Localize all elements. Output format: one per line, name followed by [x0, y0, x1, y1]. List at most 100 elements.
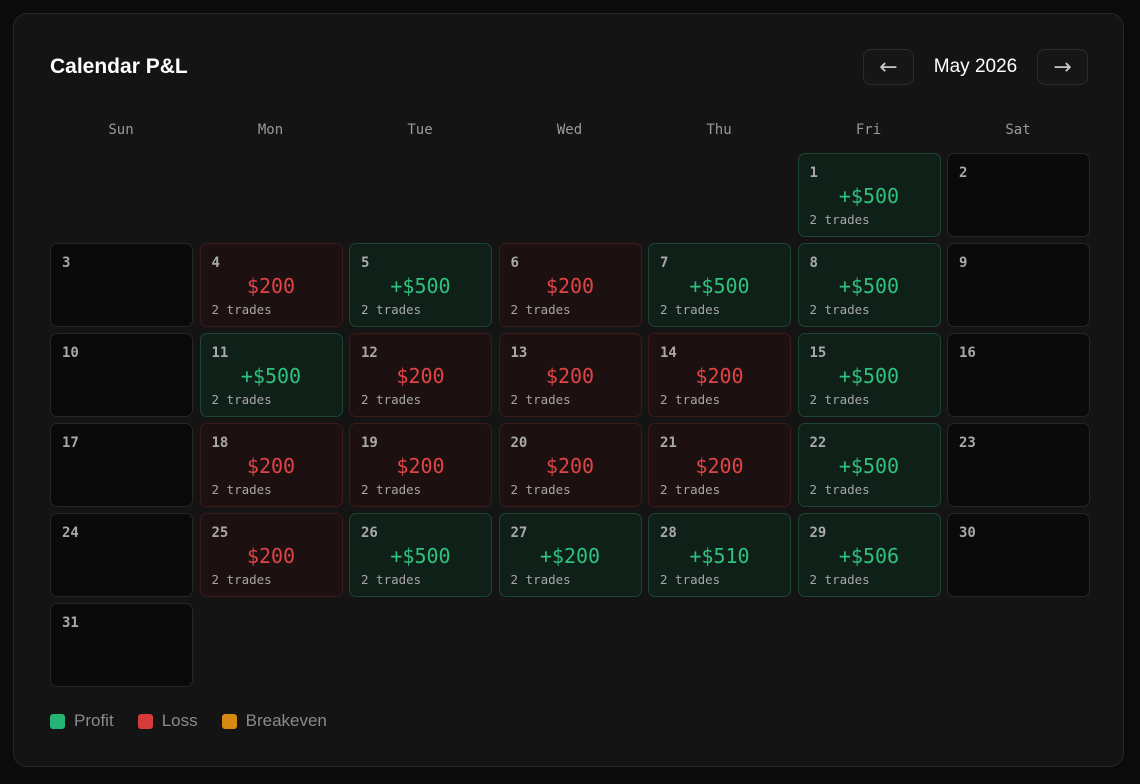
legend-item-loss: Loss: [137, 711, 198, 731]
trade-count: 2 trades: [510, 572, 571, 587]
pnl-amount: $200: [396, 364, 445, 388]
day-cell[interactable]: 31: [50, 603, 193, 687]
trade-count: 2 trades: [361, 572, 422, 587]
pnl-amount: $200: [545, 454, 595, 478]
day-number: 7: [660, 255, 669, 271]
pnl-amount: +$500: [838, 274, 900, 298]
trade-count: 2 trades: [510, 302, 571, 317]
trade-count: 2 trades: [361, 302, 422, 317]
legend-item-profit: Profit: [50, 711, 114, 731]
pnl-amount: $200: [695, 364, 744, 388]
day-number: 23: [959, 435, 976, 451]
day-cell[interactable]: 8 +$500 2 trades: [797, 243, 941, 327]
pnl-amount: +$500: [390, 274, 451, 298]
trade-count: 2 trades: [510, 392, 571, 407]
day-cell[interactable]: 15 +$500 2 trades: [797, 333, 941, 417]
day-cell[interactable]: 2: [947, 153, 1090, 237]
day-number: 17: [62, 435, 79, 451]
day-cell[interactable]: 19 $200 2 trades: [349, 423, 492, 507]
arrow-left-icon: ←: [879, 54, 898, 80]
pnl-amount: +$506: [838, 544, 900, 568]
pnl-amount: +$500: [240, 364, 302, 388]
day-number: 22: [809, 435, 827, 451]
day-cell[interactable]: 3: [50, 243, 193, 327]
day-number: 11: [211, 345, 229, 361]
day-cell[interactable]: 11 +$500 2 trades: [199, 333, 343, 417]
day-number: 1: [809, 165, 818, 181]
trade-count: 2 trades: [660, 572, 721, 587]
day-cell[interactable]: 18 $200 2 trades: [199, 423, 343, 507]
day-cell[interactable]: 9: [947, 243, 1090, 327]
day-cell[interactable]: 13 $200 2 trades: [498, 333, 642, 417]
day-number: 15: [809, 345, 827, 361]
day-number: 13: [510, 345, 528, 361]
day-cell[interactable]: 21 $200 2 trades: [648, 423, 791, 507]
day-number: 19: [361, 435, 378, 451]
day-number: 14: [660, 345, 677, 361]
day-number: 10: [62, 345, 79, 361]
pnl-amount: +$500: [838, 184, 900, 208]
day-number: 28: [660, 525, 677, 541]
legend-label: Breakeven: [245, 711, 327, 730]
trade-count: 2 trades: [809, 212, 870, 227]
weekday-label-fri: Fri: [855, 122, 882, 138]
trade-count: 2 trades: [809, 302, 870, 317]
legend-item-breakeven: Breakeven: [221, 711, 327, 731]
day-cell[interactable]: 5 +$500 2 trades: [349, 243, 492, 327]
trade-count: 2 trades: [361, 482, 422, 497]
day-cell[interactable]: 14 $200 2 trades: [648, 333, 791, 417]
pnl-amount: $200: [246, 454, 296, 478]
day-cell[interactable]: 16: [947, 333, 1090, 417]
day-cell[interactable]: 26 +$500 2 trades: [349, 513, 492, 597]
day-cell[interactable]: 4 $200 2 trades: [199, 243, 343, 327]
day-cell[interactable]: 23: [947, 423, 1090, 507]
day-number: 9: [959, 255, 968, 271]
day-cell[interactable]: 25 $200 2 trades: [199, 513, 343, 597]
day-number: 4: [211, 255, 220, 271]
day-cell[interactable]: 6 $200 2 trades: [498, 243, 642, 327]
month-label: May 2026: [933, 56, 1018, 77]
arrow-right-icon: →: [1053, 54, 1072, 80]
day-cell[interactable]: 7 +$500 2 trades: [648, 243, 791, 327]
trade-count: 2 trades: [660, 302, 721, 317]
day-cell[interactable]: 24: [50, 513, 193, 597]
day-cell[interactable]: 17: [50, 423, 193, 507]
day-number: 24: [62, 525, 79, 541]
trade-count: 2 trades: [211, 392, 272, 407]
pnl-amount: $200: [695, 454, 744, 478]
prev-month-button[interactable]: ←: [863, 49, 914, 85]
day-number: 26: [361, 525, 378, 541]
pnl-amount: +$200: [539, 544, 601, 568]
trade-count: 2 trades: [211, 572, 272, 587]
legend: Profit Loss Breakeven: [50, 711, 351, 731]
pnl-amount: $200: [396, 454, 445, 478]
day-number: 16: [959, 345, 976, 361]
weekday-label-mon: Mon: [257, 122, 284, 138]
day-number: 21: [660, 435, 677, 451]
trade-count: 2 trades: [510, 482, 571, 497]
day-cell[interactable]: 20 $200 2 trades: [498, 423, 642, 507]
weekday-label-sat: Sat: [1005, 122, 1031, 138]
day-number: 29: [809, 525, 827, 541]
day-cell[interactable]: 27 +$200 2 trades: [498, 513, 642, 597]
day-cell[interactable]: 1 +$500 2 trades: [797, 153, 941, 237]
day-cell[interactable]: 10: [50, 333, 193, 417]
legend-swatch: [50, 713, 65, 729]
legend-swatch: [221, 713, 237, 729]
day-cell[interactable]: 28 +$510 2 trades: [648, 513, 791, 597]
day-number: 20: [510, 435, 528, 451]
trade-count: 2 trades: [809, 482, 870, 497]
next-month-button[interactable]: →: [1037, 49, 1088, 85]
weekday-label-tue: Tue: [407, 122, 433, 138]
trade-count: 2 trades: [361, 392, 422, 407]
page-title: Calendar P&L: [50, 55, 188, 78]
day-cell[interactable]: 30: [947, 513, 1090, 597]
weekday-label-wed: Wed: [556, 122, 583, 138]
day-cell[interactable]: 29 +$506 2 trades: [797, 513, 941, 597]
day-cell[interactable]: 22 +$500 2 trades: [797, 423, 941, 507]
day-cell[interactable]: 12 $200 2 trades: [349, 333, 492, 417]
day-number: 3: [62, 255, 71, 271]
day-number: 2: [959, 165, 968, 181]
weekday-label-sun: Sun: [108, 122, 134, 138]
pnl-amount: $200: [246, 544, 296, 568]
